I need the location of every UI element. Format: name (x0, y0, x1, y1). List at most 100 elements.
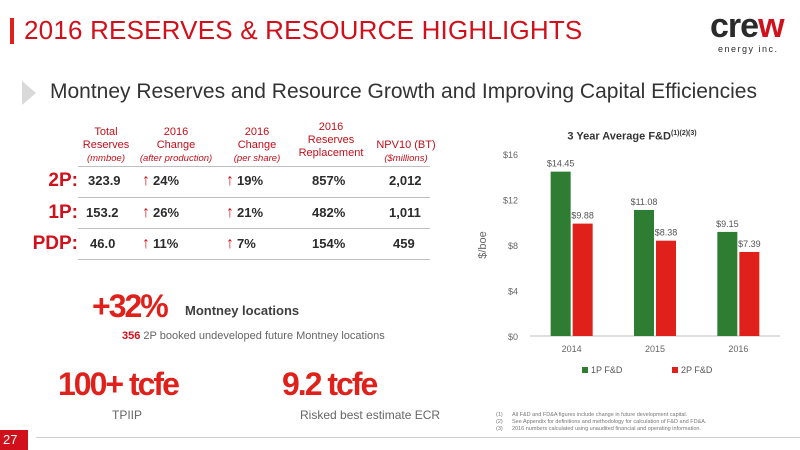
ecr-stat: 9.2 tcfe (282, 366, 378, 402)
x-tick-label: 2015 (645, 344, 665, 354)
bar-1p-f-d (634, 209, 654, 336)
logo-tagline: energy inc. (718, 44, 779, 54)
table-divider (78, 197, 430, 198)
y-tick-label: $8 (508, 241, 518, 251)
cell-value: 21% (237, 205, 264, 220)
footnote: (1) All F&D and FD&A figures include chan… (496, 412, 706, 419)
header-change-per-share: 2016 Change (per share) (222, 126, 292, 165)
footnote-num: (2) (496, 419, 503, 425)
title-accent-bar (10, 18, 14, 44)
bar-data-label: $14.45 (547, 159, 575, 169)
company-logo: crew energy inc. (706, 8, 792, 56)
cell-npv: 1,011 (389, 205, 421, 220)
cell-change-share: ↑ 21% (226, 204, 263, 222)
cell-total: 323.9 (88, 173, 121, 188)
header-line: 2016 (244, 126, 270, 138)
header-line: 2016 (318, 121, 344, 133)
tpiip-label: TPIIP (112, 408, 143, 422)
legend-label: 2P F&D (681, 365, 713, 375)
header-line: Change (156, 139, 196, 151)
cell-value: 24% (153, 173, 180, 188)
up-arrow-icon: ↑ (142, 235, 150, 252)
header-line: 2016 (163, 126, 189, 138)
up-arrow-icon: ↑ (226, 172, 234, 189)
header-unit: (mmboe) (86, 153, 125, 164)
up-arrow-icon: ↑ (142, 204, 150, 221)
footnote-text: See Appendix for definitions and methodo… (512, 419, 707, 425)
x-tick-label: 2016 (728, 344, 748, 354)
header-line: Change (237, 139, 277, 151)
cell-change-share: ↑ 19% (226, 172, 263, 190)
x-tick-label: 2014 (562, 344, 582, 354)
ecr-label: Risked best estimate ECR (300, 408, 441, 422)
footnote: (2) See Appendix for definitions and meth… (496, 419, 706, 426)
bar-data-label: $11.08 (631, 197, 658, 207)
cell-replacement: 154% (312, 236, 346, 251)
locations-note-text: 2P booked undeveloped future Montney loc… (143, 330, 385, 342)
bar-1p-f-d (550, 171, 571, 336)
cell-replacement: 482% (312, 205, 346, 220)
table-divider (78, 259, 430, 260)
footer-rule (36, 437, 800, 438)
footnote-num: (1) (496, 412, 503, 418)
footnote-text: All F&D and FD&A figures include change … (512, 412, 688, 418)
up-arrow-icon: ↑ (142, 172, 150, 189)
cell-value: 19% (237, 173, 264, 188)
subheading-arrow-icon (22, 81, 36, 105)
table-divider (78, 166, 430, 167)
bar-data-label: $9.88 (571, 211, 594, 221)
up-arrow-icon: ↑ (226, 235, 234, 252)
header-npv10: NPV10 (BT) ($millions) (368, 139, 444, 165)
header-total-reserves: Total Reserves (mmboe) (76, 126, 136, 165)
bar-2p-f-d (572, 223, 593, 336)
header-line: NPV10 (BT) (376, 139, 436, 151)
chart-title-text: 3 Year Average F&D (567, 130, 671, 143)
cell-npv: 2,012 (389, 173, 422, 188)
bar-2p-f-d (656, 240, 676, 336)
logo-wordmark: crew (710, 7, 785, 45)
bar-data-label: $9.15 (716, 219, 739, 229)
locations-growth-label: Montney locations (185, 303, 300, 318)
footnotes: (1) All F&D and FD&A figures include chan… (496, 412, 706, 433)
footnote: (3) 2016 numbers calculated using unaudit… (496, 426, 706, 433)
header-line: Total (94, 126, 118, 138)
locations-count: 356 (122, 330, 141, 342)
row-label-2p: 2P: (48, 170, 78, 191)
chart-title: 3 Year Average F&D(1)(2)(3) (522, 130, 742, 143)
cell-change-after: ↑ 26% (142, 204, 179, 222)
locations-note: 356 2P booked undeveloped future Montney… (122, 330, 385, 342)
footnote-text: 2016 numbers calculated using unaudited … (512, 426, 701, 432)
y-axis-label: $/boe (477, 231, 489, 259)
footnote-num: (3) (496, 426, 503, 432)
cell-npv: 459 (393, 236, 415, 251)
page-number-badge (0, 430, 28, 450)
page-title: 2016 RESERVES & RESOURCE HIGHLIGHTS (24, 15, 583, 45)
header-reserves-replacement: 2016 Reserves Replacement (294, 121, 368, 160)
legend-swatch (582, 367, 588, 373)
logo-word-accent: w (758, 7, 784, 45)
table-divider (78, 228, 430, 229)
header-line: Reserves (307, 134, 355, 146)
bar-data-label: $8.38 (655, 228, 678, 238)
bar-1p-f-d (717, 231, 738, 336)
locations-growth-stat: +32% (92, 288, 169, 324)
cell-value: 26% (153, 205, 180, 220)
tpiip-stat: 100+ tcfe (58, 366, 180, 402)
cell-total: 46.0 (90, 236, 116, 251)
up-arrow-icon: ↑ (226, 204, 234, 221)
legend-label: 1P F&D (591, 365, 623, 375)
page-number: 27 (3, 432, 18, 447)
cell-change-share: ↑ 7% (226, 235, 256, 253)
row-label-1p: 1P: (48, 202, 78, 223)
y-tick-label: $16 (503, 150, 518, 160)
header-unit: (after production) (139, 153, 213, 164)
cell-change-after: ↑ 11% (142, 235, 178, 253)
header-line: Reserves (82, 139, 130, 151)
cell-change-after: ↑ 24% (142, 172, 179, 190)
y-tick-label: $4 (508, 287, 518, 297)
header-unit: (per share) (233, 153, 281, 164)
row-label-pdp: PDP: (32, 233, 78, 254)
fd-bar-chart: $0 $4 $8 $12 $16 $/boe $14.45 $9.88 2014 $11.08 $8… (477, 150, 780, 375)
bar-2p-f-d (739, 251, 760, 336)
legend-swatch (672, 367, 678, 373)
